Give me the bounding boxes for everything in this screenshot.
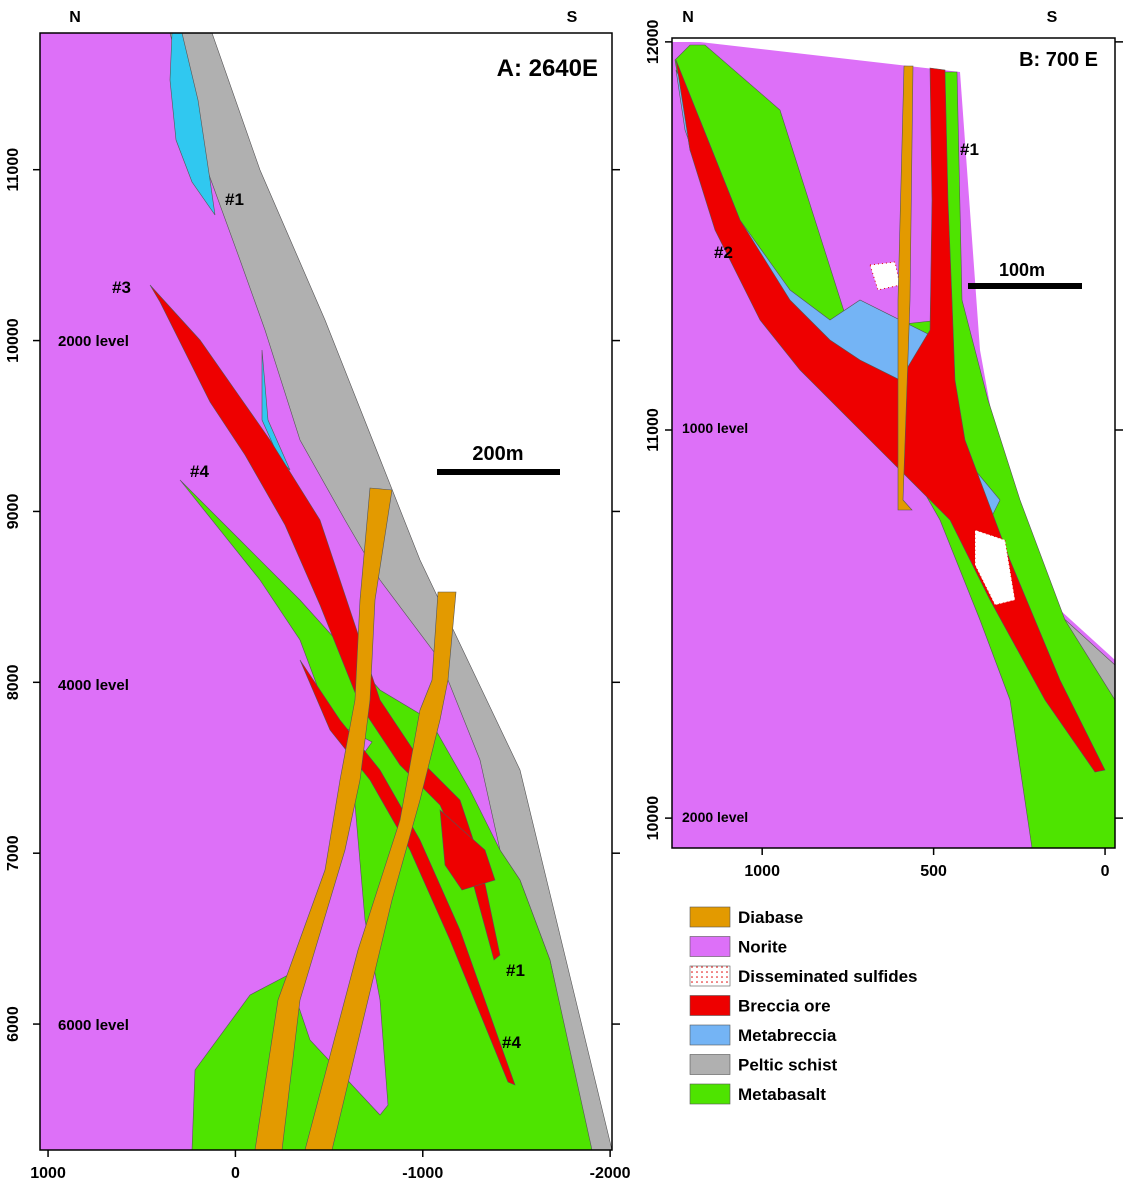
- orientation: N: [69, 9, 81, 26]
- x-tick-label: 0: [1101, 863, 1110, 880]
- annotation: #2: [714, 243, 733, 262]
- annotation: #1: [225, 190, 244, 209]
- legend-label: Diabase: [738, 908, 803, 927]
- legend-label: Breccia ore: [738, 997, 831, 1016]
- section-b: [672, 38, 1115, 848]
- y-tick-label: 6000: [5, 1006, 22, 1042]
- annotation: 2000 level: [682, 809, 748, 825]
- orientation: N: [682, 9, 694, 26]
- legend-label: Metabasalt: [738, 1085, 826, 1104]
- section-a: [40, 33, 612, 1150]
- panel-title: B: 700 E: [1019, 49, 1098, 71]
- panel-title: A: 2640E: [497, 55, 598, 82]
- y-tick-label: 11000: [5, 148, 22, 192]
- orientation: S: [567, 9, 578, 26]
- x-tick-label: 0: [231, 1165, 240, 1182]
- y-tick-label: 7000: [5, 835, 22, 871]
- annotation: #1: [960, 140, 979, 159]
- y-tick-label: 11000: [645, 408, 662, 452]
- legend-label: Disseminated sulfides: [738, 967, 918, 986]
- legend-swatch: [690, 966, 730, 986]
- legend-swatch: [690, 1025, 730, 1045]
- legend-label: Metabreccia: [738, 1026, 837, 1045]
- legend-swatch: [690, 1055, 730, 1075]
- annotation: #4: [190, 462, 209, 481]
- annotation: 2000 level: [58, 333, 129, 350]
- figure: N S A: 2640E 200m #1 #3 2000 level #4 40…: [0, 0, 1123, 1193]
- y-tick-label: 8000: [5, 664, 22, 700]
- y-tick-label: 10000: [645, 796, 662, 841]
- x-tick-label: 500: [920, 863, 947, 880]
- legend-label: Norite: [738, 938, 787, 957]
- scale-label: 200m: [472, 443, 523, 465]
- legend-swatch: [690, 907, 730, 927]
- legend-swatch: [690, 937, 730, 957]
- legend-swatch: [690, 1084, 730, 1104]
- x-tick-label: 1000: [744, 863, 780, 880]
- x-tick-label: -2000: [590, 1165, 631, 1182]
- annotation: #3: [112, 278, 131, 297]
- annotation: 1000 level: [682, 420, 748, 436]
- annotation: #4: [502, 1033, 521, 1052]
- y-tick-label: 10000: [5, 318, 22, 363]
- y-tick-label: 9000: [5, 494, 22, 530]
- scale-label: 100m: [999, 260, 1045, 280]
- annotation: 4000 level: [58, 677, 129, 694]
- legend-swatch: [690, 996, 730, 1016]
- annotation: 6000 level: [58, 1017, 129, 1034]
- x-tick-label: 1000: [30, 1165, 66, 1182]
- x-tick-label: -1000: [402, 1165, 443, 1182]
- legend: Diabase Norite Disseminated sulfides Brecci…: [690, 907, 918, 1104]
- orientation: S: [1047, 9, 1058, 26]
- annotation: #1: [506, 961, 525, 980]
- y-tick-label: 12000: [645, 20, 662, 65]
- legend-label: Peltic schist: [738, 1056, 838, 1075]
